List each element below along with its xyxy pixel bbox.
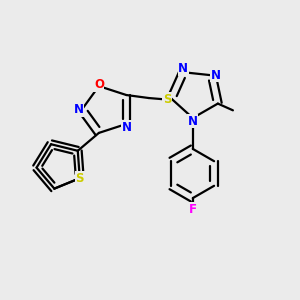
Text: N: N <box>122 121 131 134</box>
Text: O: O <box>94 78 104 91</box>
Text: N: N <box>74 103 84 116</box>
Text: S: S <box>163 93 171 106</box>
Text: F: F <box>189 203 197 216</box>
Text: S: S <box>76 172 84 185</box>
Text: N: N <box>188 115 198 128</box>
Text: N: N <box>211 69 220 82</box>
Text: N: N <box>178 62 188 75</box>
